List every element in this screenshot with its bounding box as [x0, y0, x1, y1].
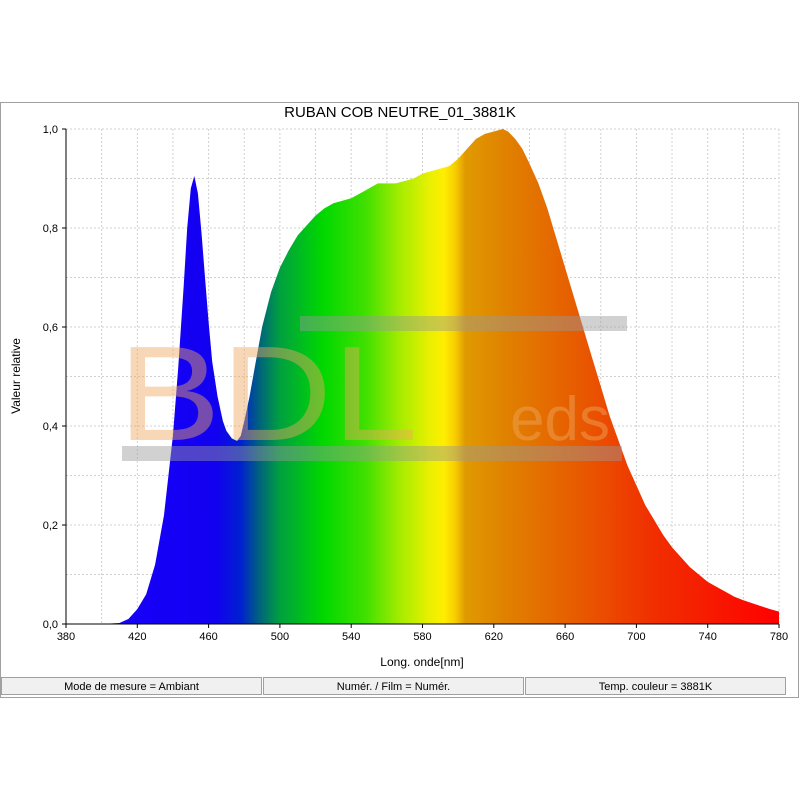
status-mode: Mode de mesure = Ambiant [1, 677, 262, 695]
bdl-watermark: BDL eds [118, 316, 627, 469]
watermark-bar-top [300, 316, 627, 331]
y-tick-label: 0,8 [43, 223, 58, 235]
x-tick-label: 380 [57, 631, 75, 643]
x-tick-label: 460 [199, 631, 217, 643]
axes [62, 128, 780, 628]
x-tick-label: 700 [627, 631, 645, 643]
y-tick-label: 0,6 [43, 322, 58, 334]
x-tick-label: 780 [770, 631, 788, 643]
y-tick-label: 0,2 [43, 520, 58, 532]
chart-title: RUBAN COB NEUTRE_01_3881K [284, 104, 516, 121]
watermark-bar-bottom [122, 446, 622, 461]
status-bar: Mode de mesure = Ambiant Numér. / Film =… [1, 677, 798, 697]
x-tick-label: 500 [271, 631, 289, 643]
x-tick-label: 740 [699, 631, 717, 643]
x-axis-label: Long. onde[nm] [380, 655, 463, 669]
y-tick-label: 0,0 [43, 619, 58, 631]
watermark-text-small: eds [510, 385, 610, 454]
x-tick-label: 540 [342, 631, 360, 643]
spectrum-area [66, 129, 779, 624]
y-tick-label: 1,0 [43, 124, 58, 136]
y-tick-label: 0,4 [43, 421, 58, 433]
y-axis-label: Valeur relative [9, 338, 23, 414]
x-tick-label: 660 [556, 631, 574, 643]
watermark-text-main: BDL [118, 318, 418, 469]
x-tick-labels: 380 420 460 500 540 580 620 660 700 740 780 [57, 631, 788, 643]
x-tick-label: 620 [485, 631, 503, 643]
y-tick-labels: 0,0 0,2 0,4 0,6 0,8 1,0 [43, 124, 58, 631]
status-numer: Numér. / Film = Numér. [263, 677, 524, 695]
x-tick-label: 580 [413, 631, 431, 643]
x-tick-label: 420 [128, 631, 146, 643]
status-temp: Temp. couleur = 3881K [525, 677, 786, 695]
